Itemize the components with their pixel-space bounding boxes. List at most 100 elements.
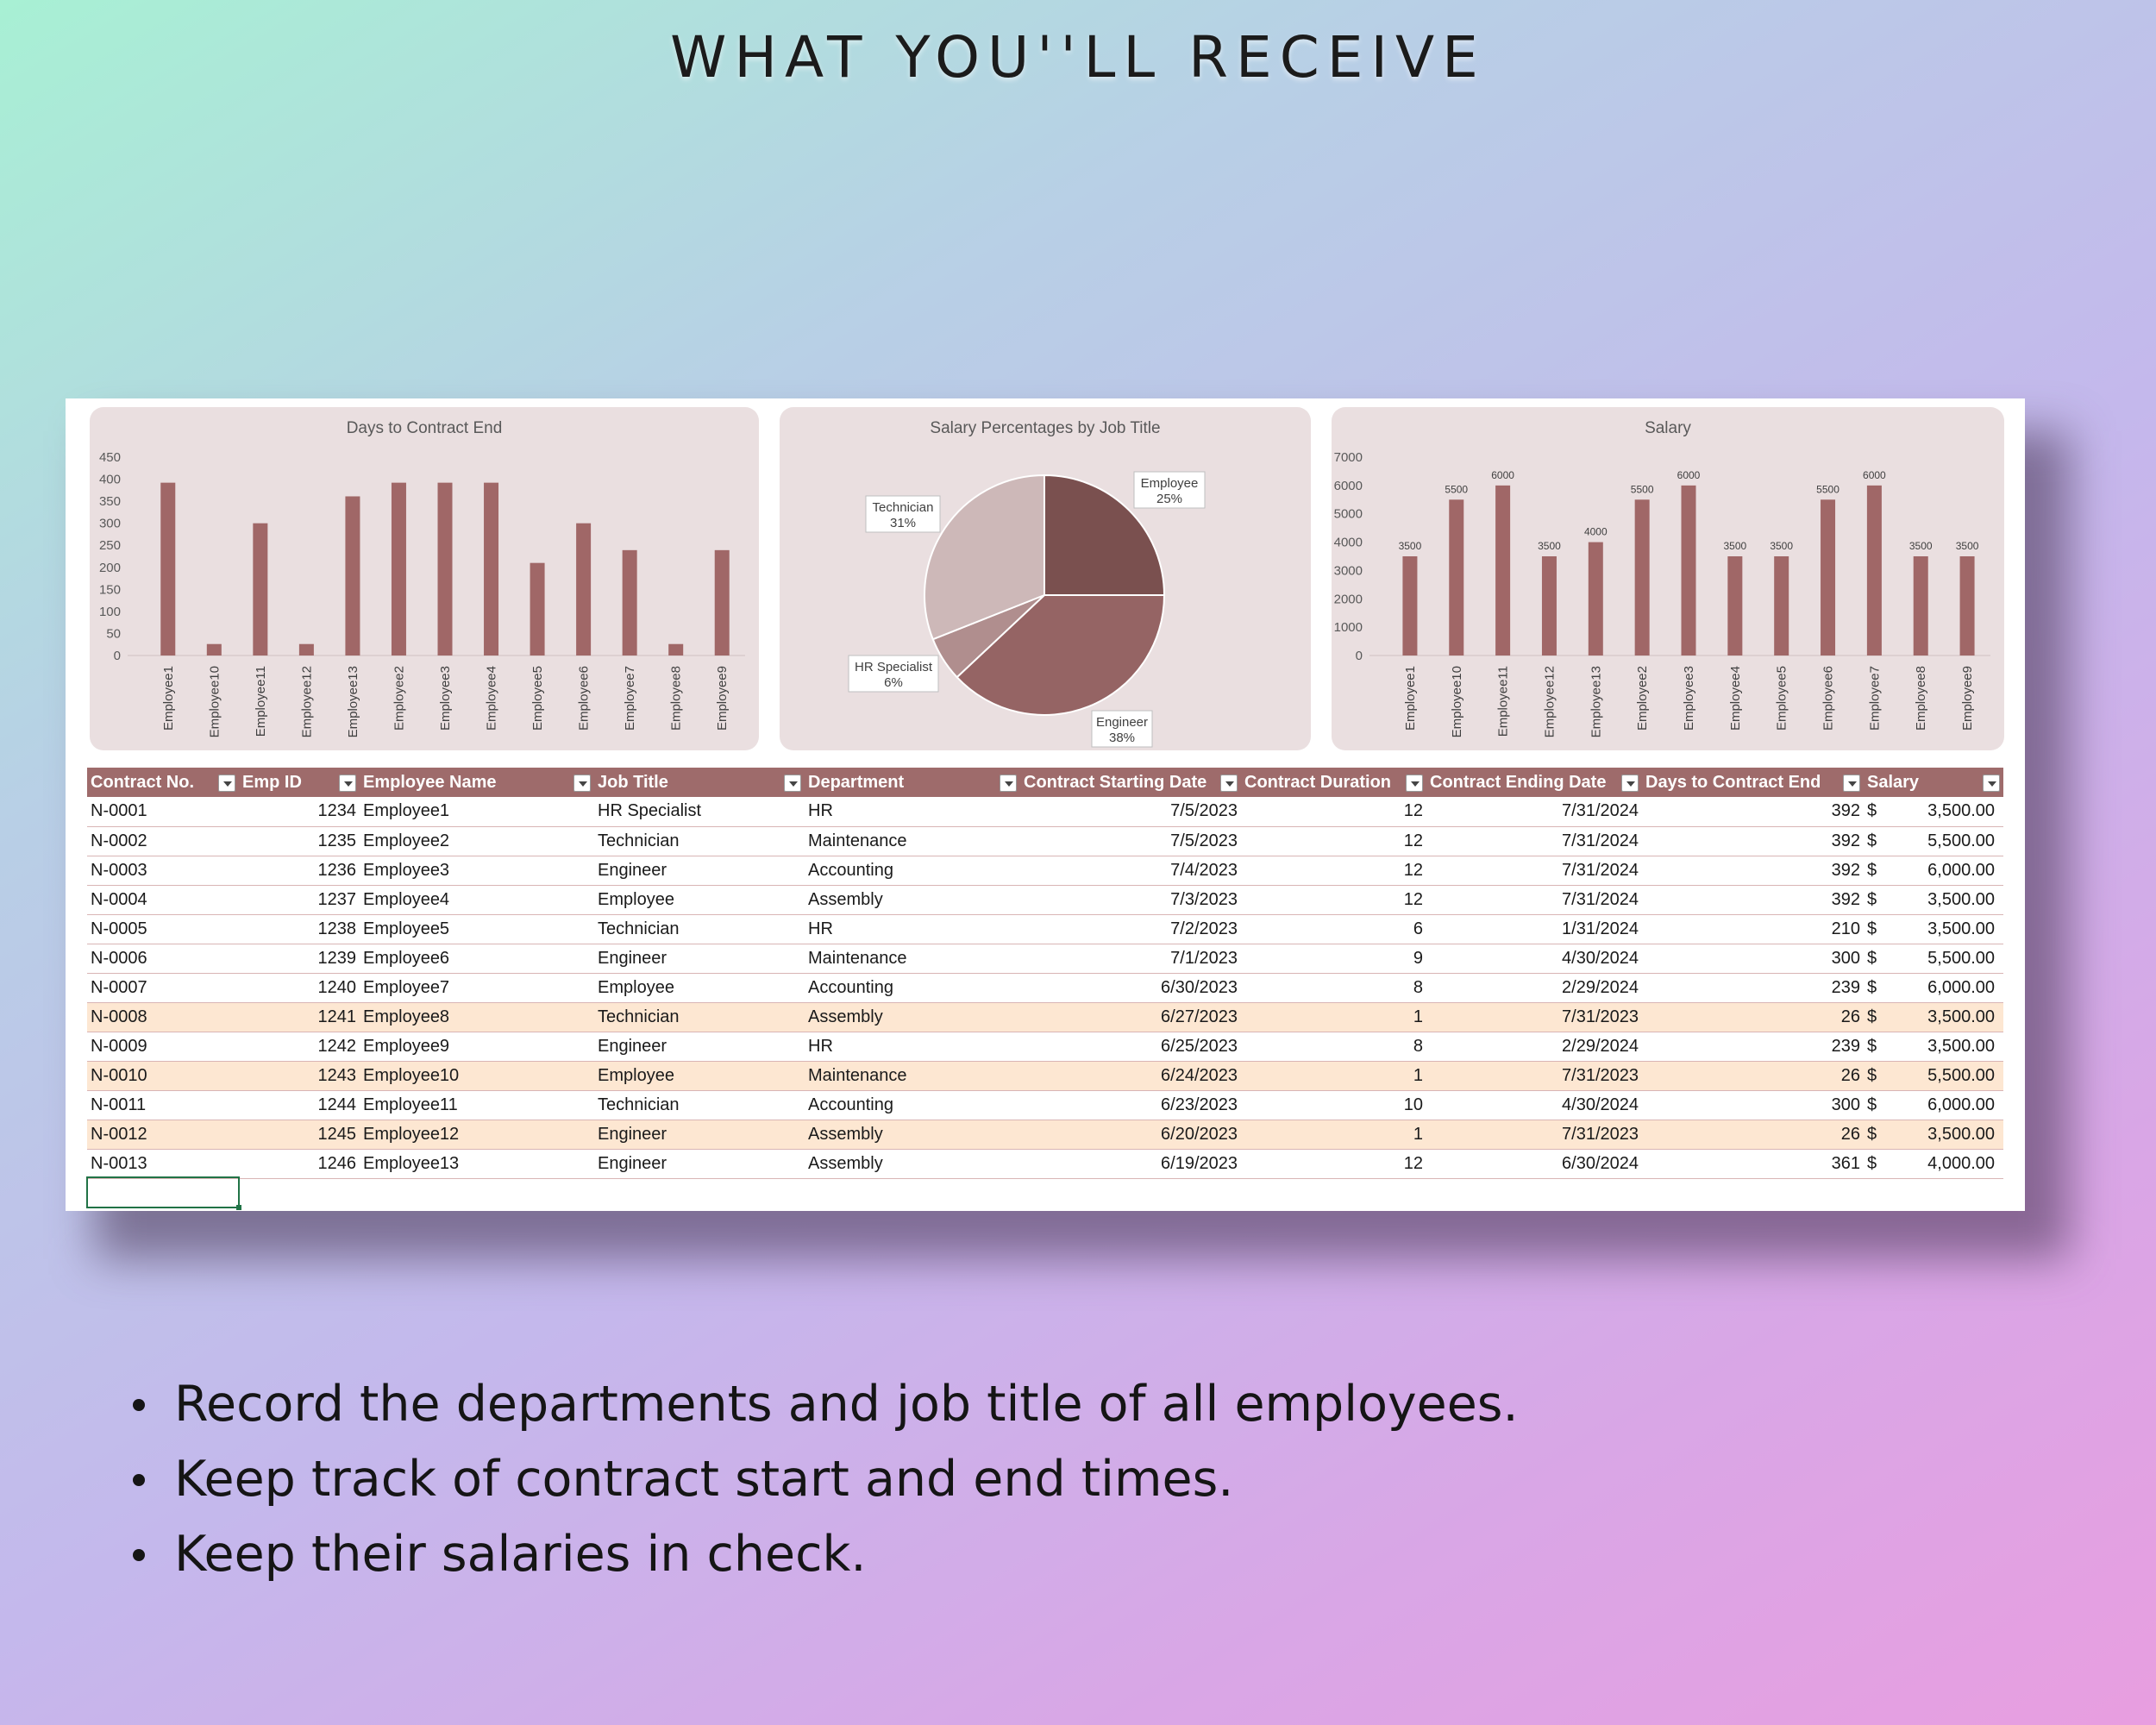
table-cell-title[interactable]: Engineer bbox=[594, 856, 805, 886]
table-cell-dur[interactable]: 12 bbox=[1241, 797, 1426, 827]
table-cell-salary[interactable]: $5,500.00 bbox=[1864, 944, 2003, 974]
table-cell-salary[interactable]: $4,000.00 bbox=[1864, 1149, 2003, 1179]
table-cell-name[interactable]: Employee3 bbox=[360, 856, 594, 886]
table-cell-start[interactable]: 7/5/2023 bbox=[1020, 826, 1241, 856]
table-cell-no[interactable]: N-0010 bbox=[87, 1061, 239, 1091]
table-cell-days[interactable]: 392 bbox=[1642, 885, 1864, 915]
table-cell-days[interactable]: 26 bbox=[1642, 1061, 1864, 1091]
table-cell-salary[interactable]: $6,000.00 bbox=[1864, 1090, 2003, 1120]
table-cell-end[interactable]: 4/30/2024 bbox=[1426, 1090, 1642, 1120]
column-header[interactable]: Contract Starting Date bbox=[1020, 768, 1241, 797]
table-cell-dept[interactable]: Accounting bbox=[805, 1090, 1020, 1120]
chart-salary-percentages[interactable]: Salary Percentages by Job Title Employee 2… bbox=[780, 407, 1311, 750]
table-cell-start[interactable]: 7/4/2023 bbox=[1020, 856, 1241, 886]
filter-dropdown-icon[interactable] bbox=[573, 775, 591, 792]
filter-dropdown-icon[interactable] bbox=[1621, 775, 1639, 792]
table-cell-no[interactable]: N-0013 bbox=[87, 1149, 239, 1179]
table-cell-dept[interactable]: Accounting bbox=[805, 856, 1020, 886]
table-cell-end[interactable]: 7/31/2023 bbox=[1426, 1120, 1642, 1150]
table-cell-dur[interactable]: 12 bbox=[1241, 856, 1426, 886]
table-cell-name[interactable]: Employee4 bbox=[360, 885, 594, 915]
table-cell-name[interactable]: Employee8 bbox=[360, 1002, 594, 1032]
table-cell-title[interactable]: Engineer bbox=[594, 1149, 805, 1179]
chart-days-to-contract-end[interactable]: Days to Contract End 0 50 100 150 200 250 300 35… bbox=[90, 407, 759, 750]
table-row[interactable]: N-0003 1236 Employee3 Engineer Accounting 7/4… bbox=[87, 856, 2003, 886]
table-cell-dur[interactable]: 1 bbox=[1241, 1120, 1426, 1150]
table-cell-title[interactable]: Engineer bbox=[594, 944, 805, 974]
table-cell-name[interactable]: Employee1 bbox=[360, 797, 594, 827]
table-cell-name[interactable]: Employee5 bbox=[360, 914, 594, 944]
table-row[interactable]: N-0006 1239 Employee6 Engineer Maintenance 7/… bbox=[87, 944, 2003, 974]
table-cell-start[interactable]: 7/1/2023 bbox=[1020, 944, 1241, 974]
table-cell-days[interactable]: 300 bbox=[1642, 1090, 1864, 1120]
table-cell-name[interactable]: Employee13 bbox=[360, 1149, 594, 1179]
table-cell-dept[interactable]: Assembly bbox=[805, 1120, 1020, 1150]
table-row[interactable]: N-0011 1244 Employee11 Technician Accounting… bbox=[87, 1090, 2003, 1120]
table-cell-no[interactable]: N-0004 bbox=[87, 885, 239, 915]
filter-dropdown-icon[interactable] bbox=[1406, 775, 1423, 792]
table-cell-days[interactable]: 239 bbox=[1642, 1032, 1864, 1062]
table-cell-title[interactable]: Technician bbox=[594, 1090, 805, 1120]
selected-cell[interactable] bbox=[86, 1176, 241, 1210]
table-cell-start[interactable]: 6/19/2023 bbox=[1020, 1149, 1241, 1179]
table-cell-days[interactable]: 300 bbox=[1642, 944, 1864, 974]
table-cell-dept[interactable]: Maintenance bbox=[805, 1061, 1020, 1091]
table-cell-title[interactable]: Employee bbox=[594, 885, 805, 915]
filter-dropdown-icon[interactable] bbox=[1000, 775, 1017, 792]
table-cell-id[interactable]: 1239 bbox=[239, 944, 360, 974]
table-cell-end[interactable]: 6/30/2024 bbox=[1426, 1149, 1642, 1179]
filter-dropdown-icon[interactable] bbox=[1220, 775, 1238, 792]
table-cell-title[interactable]: Engineer bbox=[594, 1120, 805, 1150]
table-cell-title[interactable]: Engineer bbox=[594, 1032, 805, 1062]
table-cell-id[interactable]: 1245 bbox=[239, 1120, 360, 1150]
table-cell-no[interactable]: N-0012 bbox=[87, 1120, 239, 1150]
table-cell-end[interactable]: 7/31/2023 bbox=[1426, 1002, 1642, 1032]
table-cell-no[interactable]: N-0006 bbox=[87, 944, 239, 974]
table-cell-name[interactable]: Employee11 bbox=[360, 1090, 594, 1120]
table-cell-days[interactable]: 392 bbox=[1642, 856, 1864, 886]
table-cell-dept[interactable]: HR bbox=[805, 914, 1020, 944]
table-cell-salary[interactable]: $5,500.00 bbox=[1864, 826, 2003, 856]
table-cell-title[interactable]: Technician bbox=[594, 914, 805, 944]
filter-dropdown-icon[interactable] bbox=[339, 775, 356, 792]
table-cell-start[interactable]: 7/2/2023 bbox=[1020, 914, 1241, 944]
table-cell-name[interactable]: Employee7 bbox=[360, 973, 594, 1003]
table-cell-salary[interactable]: $3,500.00 bbox=[1864, 797, 2003, 827]
table-cell-title[interactable]: Employee bbox=[594, 1061, 805, 1091]
table-cell-dept[interactable]: Maintenance bbox=[805, 944, 1020, 974]
table-cell-id[interactable]: 1241 bbox=[239, 1002, 360, 1032]
table-cell-end[interactable]: 7/31/2023 bbox=[1426, 1061, 1642, 1091]
table-cell-id[interactable]: 1235 bbox=[239, 826, 360, 856]
table-cell-salary[interactable]: $3,500.00 bbox=[1864, 885, 2003, 915]
table-cell-id[interactable]: 1238 bbox=[239, 914, 360, 944]
column-header[interactable]: Salary bbox=[1864, 768, 2003, 797]
table-cell-dur[interactable]: 1 bbox=[1241, 1061, 1426, 1091]
table-cell-salary[interactable]: $6,000.00 bbox=[1864, 856, 2003, 886]
table-cell-no[interactable]: N-0001 bbox=[87, 797, 239, 827]
table-row[interactable]: N-0008 1241 Employee8 Technician Assembly 6/2… bbox=[87, 1002, 2003, 1032]
table-cell-days[interactable]: 392 bbox=[1642, 797, 1864, 827]
column-header[interactable]: Contract Duration bbox=[1241, 768, 1426, 797]
table-cell-start[interactable]: 6/23/2023 bbox=[1020, 1090, 1241, 1120]
table-cell-name[interactable]: Employee12 bbox=[360, 1120, 594, 1150]
table-cell-name[interactable]: Employee6 bbox=[360, 944, 594, 974]
column-header[interactable]: Employee Name bbox=[360, 768, 594, 797]
table-cell-start[interactable]: 7/5/2023 bbox=[1020, 797, 1241, 827]
table-cell-dur[interactable]: 12 bbox=[1241, 826, 1426, 856]
table-row[interactable]: N-0005 1238 Employee5 Technician HR 7/2/2023 6… bbox=[87, 914, 2003, 944]
filter-dropdown-icon[interactable] bbox=[1843, 775, 1860, 792]
table-cell-days[interactable]: 392 bbox=[1642, 826, 1864, 856]
table-cell-no[interactable]: N-0005 bbox=[87, 914, 239, 944]
filter-dropdown-icon[interactable] bbox=[1983, 775, 2000, 792]
filter-dropdown-icon[interactable] bbox=[784, 775, 801, 792]
table-cell-dur[interactable]: 9 bbox=[1241, 944, 1426, 974]
table-cell-dept[interactable]: Accounting bbox=[805, 973, 1020, 1003]
table-cell-start[interactable]: 6/25/2023 bbox=[1020, 1032, 1241, 1062]
table-cell-name[interactable]: Employee10 bbox=[360, 1061, 594, 1091]
table-row[interactable]: N-0002 1235 Employee2 Technician Maintenance… bbox=[87, 826, 2003, 856]
table-cell-title[interactable]: Employee bbox=[594, 973, 805, 1003]
table-cell-days[interactable]: 239 bbox=[1642, 973, 1864, 1003]
column-header[interactable]: Contract Ending Date bbox=[1426, 768, 1642, 797]
table-row[interactable]: N-0001 1234 Employee1 HR Specialist HR 7/5/20… bbox=[87, 797, 2003, 827]
table-cell-no[interactable]: N-0009 bbox=[87, 1032, 239, 1062]
